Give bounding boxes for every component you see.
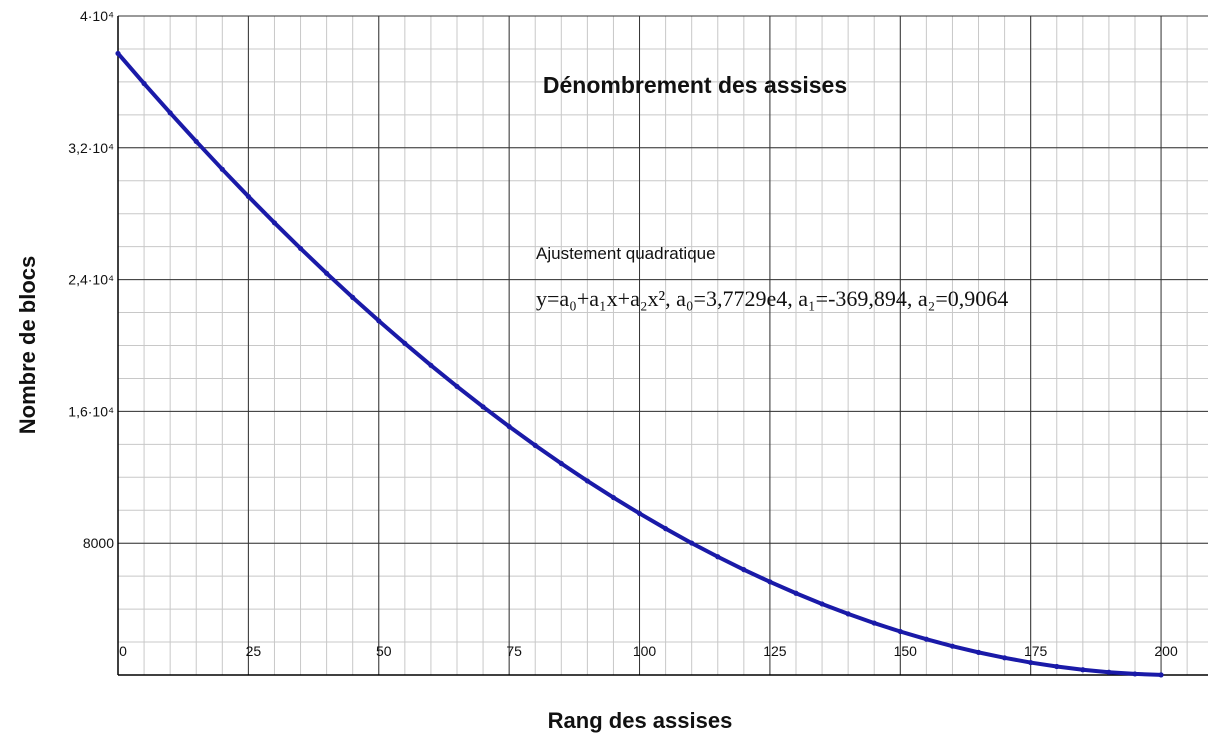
data-point [767,579,773,585]
x-tick-label: 125 [763,643,787,659]
data-point [454,383,460,390]
y-tick-label: 8000 [83,535,114,551]
y-tick-label: 3,2·10⁴ [68,140,114,156]
data-point [897,628,903,635]
x-tick-label: 0 [119,643,127,659]
y-tick-label: 2,4·10⁴ [68,272,114,288]
data-point [115,50,121,57]
data-point [1132,671,1138,677]
data-point [350,294,356,301]
data-point [584,478,590,484]
x-tick-label: 175 [1024,643,1048,659]
data-point [636,510,643,517]
data-point [1106,669,1112,675]
data-point [819,601,825,607]
x-tick-label: 200 [1154,643,1178,659]
data-point [871,620,877,626]
annotation: y=a₀+a₁x+a₂x², a₀=3,7729e4, a₁=-369,894,… [536,286,1008,311]
data-point [402,340,408,347]
data-point [428,362,434,368]
data-point [141,80,147,87]
data-point [923,636,929,642]
data-point [297,245,304,252]
data-point [167,110,173,116]
x-tick-label: 100 [633,643,657,659]
data-point [480,404,486,410]
x-tick-label: 50 [376,643,392,659]
data-point [689,540,695,546]
data-point [376,318,382,324]
y-tick-label: 4·10⁴ [80,8,114,24]
data-point [610,494,617,501]
data-point [663,526,669,532]
x-axis-label: Rang des assises [548,708,733,733]
data-point [532,442,538,448]
data-point [245,193,251,200]
data-point [1028,659,1034,666]
data-point [949,643,956,649]
data-point [271,220,278,226]
data-point [793,590,799,596]
data-point [715,554,721,560]
annotation: Ajustement quadratique [536,244,716,263]
data-point [324,270,330,276]
data-point [193,138,199,145]
data-point [845,611,851,617]
data-point [975,649,982,655]
data-point [506,423,512,430]
y-tick-label: 1,6·10⁴ [68,403,114,419]
chart-title: Dénombrement des assises [543,72,847,98]
data-point [1158,672,1164,678]
x-tick-label: 25 [246,643,262,659]
y-axis-label: Nombre de blocs [15,256,40,434]
data-point [219,166,225,172]
data-point [558,460,564,467]
data-point [1080,667,1086,673]
data-point [1002,655,1008,661]
x-tick-label: 150 [894,643,918,659]
data-point [741,567,747,573]
data-point [1054,663,1060,670]
x-tick-label: 75 [506,643,522,659]
